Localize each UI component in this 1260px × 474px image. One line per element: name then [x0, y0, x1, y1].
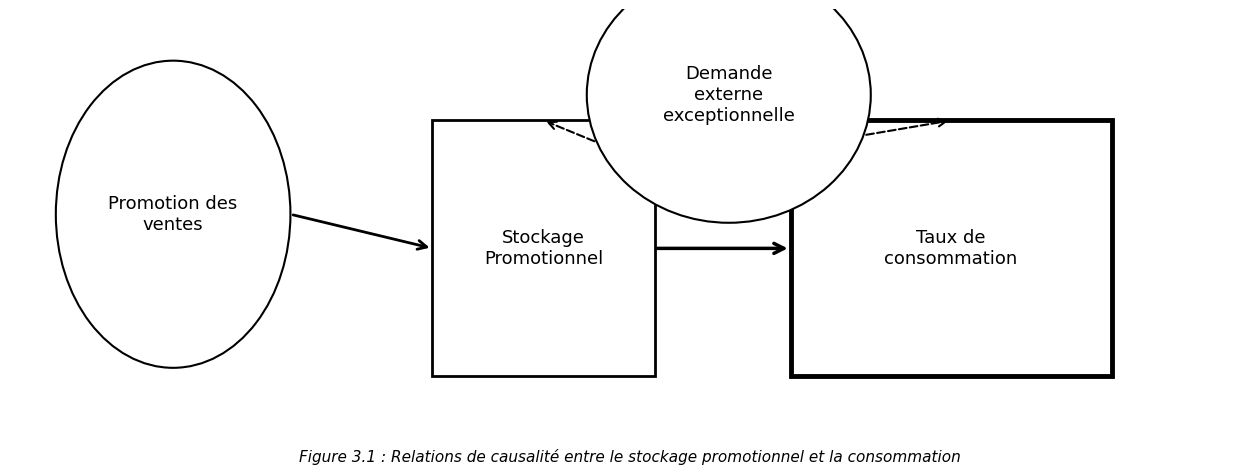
Bar	[432, 120, 655, 376]
Ellipse shape	[587, 0, 871, 223]
Ellipse shape	[55, 61, 291, 368]
Text: Demande
externe
exceptionnelle: Demande externe exceptionnelle	[663, 65, 795, 125]
Text: Promotion des
ventes: Promotion des ventes	[108, 195, 238, 234]
Text: Figure 3.1 : Relations de causalité entre le stockage promotionnel et la consomm: Figure 3.1 : Relations de causalité entr…	[299, 448, 961, 465]
Text: Stockage
Promotionnel: Stockage Promotionnel	[484, 229, 604, 268]
Bar	[790, 120, 1111, 376]
Text: Taux de
consommation: Taux de consommation	[885, 229, 1018, 268]
